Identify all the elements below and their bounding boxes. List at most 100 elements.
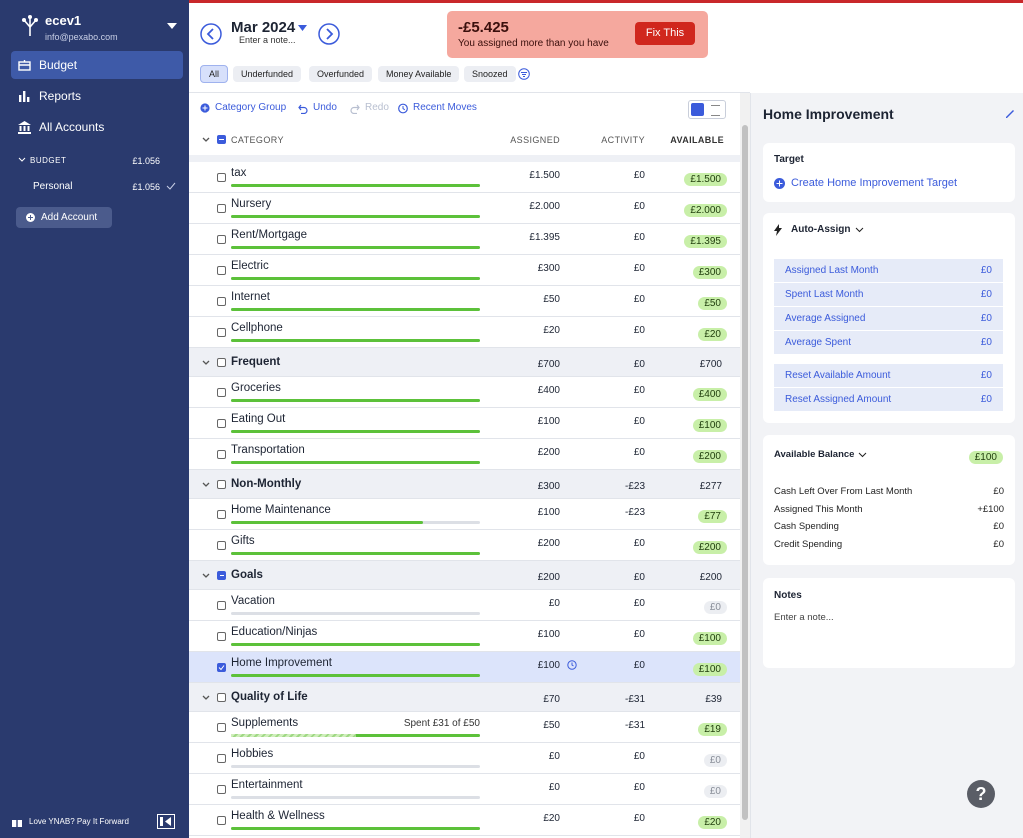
assigned-amount[interactable]: £100 bbox=[537, 629, 560, 640]
row-checkbox[interactable] bbox=[217, 816, 226, 825]
add-account-button[interactable]: Add Account bbox=[16, 207, 112, 228]
available-pill[interactable]: £2.000 bbox=[684, 204, 727, 217]
activity-amount[interactable]: £0 bbox=[633, 447, 645, 458]
available-pill[interactable]: £77 bbox=[698, 510, 727, 523]
view-toggle[interactable] bbox=[688, 100, 726, 119]
assigned-amount[interactable]: £0 bbox=[548, 751, 560, 762]
category-row[interactable]: Eating Out £100 £0 £100 bbox=[189, 408, 740, 439]
filter-chip[interactable]: All bbox=[200, 65, 229, 83]
available-pill[interactable]: £19 bbox=[698, 723, 727, 736]
create-target-link[interactable]: Create Home Improvement Target bbox=[791, 177, 958, 189]
assigned-amount[interactable]: £0 bbox=[548, 782, 560, 793]
row-checkbox[interactable] bbox=[217, 541, 226, 550]
category-row[interactable]: Education/Ninjas £100 £0 £100 bbox=[189, 621, 740, 652]
group-row[interactable]: Frequent £700 £0 £700 bbox=[189, 348, 740, 377]
group-row[interactable]: Quality of Life £70 -£31 £39 bbox=[189, 683, 740, 712]
row-checkbox[interactable] bbox=[217, 328, 226, 337]
row-checkbox[interactable] bbox=[217, 419, 226, 428]
column-header[interactable]: ASSIGNED bbox=[510, 135, 560, 145]
category-row[interactable]: Transportation £200 £0 £200 bbox=[189, 439, 740, 470]
activity-amount[interactable]: £0 bbox=[633, 385, 645, 396]
user-name[interactable]: ecev1 bbox=[45, 13, 82, 28]
assigned-amount[interactable]: £100 bbox=[537, 416, 560, 427]
row-checkbox[interactable] bbox=[217, 235, 226, 244]
month-label[interactable]: Mar 2024 bbox=[231, 19, 296, 36]
column-header[interactable]: CATEGORY bbox=[231, 135, 284, 145]
category-name[interactable]: Gifts bbox=[231, 535, 255, 547]
category-name[interactable]: tax bbox=[231, 167, 247, 179]
nav-label[interactable]: Reports bbox=[39, 89, 82, 103]
row-checkbox[interactable] bbox=[217, 266, 226, 275]
activity-amount[interactable]: £0 bbox=[633, 201, 645, 212]
category-name[interactable]: Transportation bbox=[231, 444, 305, 456]
row-checkbox[interactable] bbox=[217, 693, 226, 702]
inspector-row[interactable]: Spent Last Month £0 bbox=[774, 283, 1003, 306]
category-row[interactable]: Nursery £2.000 £0 £2.000 bbox=[189, 193, 740, 224]
select-all[interactable] bbox=[217, 135, 226, 144]
prev-month[interactable] bbox=[200, 23, 222, 45]
assigned-amount[interactable]: £1.500 bbox=[529, 170, 560, 181]
category-name[interactable]: Health & Wellness bbox=[231, 810, 325, 822]
category-name[interactable]: Entertainment bbox=[231, 779, 303, 791]
activity-amount[interactable]: £0 bbox=[633, 359, 645, 370]
category-name[interactable]: Rent/Mortgage bbox=[231, 229, 308, 241]
nav-item[interactable]: Reports bbox=[11, 82, 183, 110]
collapse-button[interactable] bbox=[157, 814, 175, 829]
available-pill[interactable]: £100 bbox=[692, 663, 727, 676]
activity-amount[interactable]: £0 bbox=[633, 782, 645, 793]
assigned-amount[interactable]: £20 bbox=[543, 325, 560, 336]
view-compact[interactable] bbox=[691, 103, 704, 116]
available-pill[interactable]: £1.500 bbox=[684, 173, 727, 186]
row-checkbox[interactable] bbox=[217, 754, 226, 763]
category-name[interactable]: Cellphone bbox=[231, 322, 283, 334]
category-name[interactable]: Goals bbox=[231, 569, 263, 581]
category-row[interactable]: Health & Wellness £20 £0 £20 bbox=[189, 805, 740, 836]
assigned-amount[interactable]: £300 bbox=[537, 263, 560, 274]
row-label[interactable]: Average Assigned bbox=[785, 313, 866, 324]
category-name[interactable]: Supplements bbox=[231, 717, 299, 729]
group-row[interactable]: Goals £200 £0 £200 bbox=[189, 561, 740, 590]
inspector-row[interactable]: Reset Assigned Amount £0 bbox=[774, 388, 1003, 411]
column-header[interactable]: AVAILABLE bbox=[670, 135, 724, 145]
help-button[interactable]: ? bbox=[967, 780, 995, 808]
category-row[interactable]: Cellphone £20 £0 £20 bbox=[189, 317, 740, 348]
user-menu[interactable] bbox=[167, 23, 177, 30]
category-name[interactable]: Non-Monthly bbox=[231, 478, 302, 490]
row-label[interactable]: Assigned Last Month bbox=[785, 265, 879, 276]
assigned-amount[interactable]: £400 bbox=[537, 385, 560, 396]
assigned-amount[interactable]: £700 bbox=[537, 359, 560, 370]
row-checkbox[interactable] bbox=[217, 601, 226, 610]
row-checkbox[interactable] bbox=[217, 663, 226, 672]
category-row[interactable]: Hobbies £0 £0 £0 bbox=[189, 743, 740, 774]
row-label[interactable]: Reset Assigned Amount bbox=[785, 394, 892, 405]
activity-amount[interactable]: £0 bbox=[633, 751, 645, 762]
category-name[interactable]: Home Improvement bbox=[231, 657, 332, 669]
activity-amount[interactable]: -£23 bbox=[624, 507, 645, 518]
available-pill[interactable]: £400 bbox=[692, 388, 727, 401]
available-pill[interactable]: £50 bbox=[698, 297, 727, 310]
activity-amount[interactable]: -£31 bbox=[624, 694, 645, 705]
activity-amount[interactable]: £0 bbox=[633, 813, 645, 824]
assigned-amount[interactable]: £50 bbox=[543, 294, 560, 305]
row-label[interactable]: Spent Last Month bbox=[785, 289, 864, 300]
row-checkbox[interactable] bbox=[217, 723, 226, 732]
available-pill[interactable]: £100 bbox=[692, 419, 727, 432]
category-name[interactable]: Electric bbox=[231, 260, 269, 272]
group-row[interactable]: Non-Monthly £300 -£23 £277 bbox=[189, 470, 740, 499]
filter-chip[interactable]: Overfunded bbox=[309, 66, 373, 82]
filter-chip[interactable]: Snoozed bbox=[464, 66, 516, 82]
category-row[interactable]: Electric £300 £0 £300 bbox=[189, 255, 740, 286]
assigned-amount[interactable]: £200 bbox=[537, 572, 560, 583]
inspector-row[interactable]: Reset Available Amount £0 bbox=[774, 364, 1003, 387]
nav-label[interactable]: Budget bbox=[39, 58, 78, 72]
toolbar-button[interactable]: Category Group bbox=[215, 102, 287, 113]
activity-amount[interactable]: £0 bbox=[633, 598, 645, 609]
category-name[interactable]: Education/Ninjas bbox=[231, 626, 318, 638]
auto-assign-heading[interactable]: Auto-Assign bbox=[791, 224, 851, 235]
category-row[interactable]: Gifts £200 £0 £200 bbox=[189, 530, 740, 561]
row-checkbox[interactable] bbox=[217, 632, 226, 641]
assigned-amount[interactable]: £20 bbox=[543, 813, 560, 824]
category-row[interactable]: Home Improvement £100 £0 £100 bbox=[189, 652, 740, 683]
month-note[interactable]: Enter a note... bbox=[239, 35, 296, 45]
row-checkbox[interactable] bbox=[217, 480, 226, 489]
